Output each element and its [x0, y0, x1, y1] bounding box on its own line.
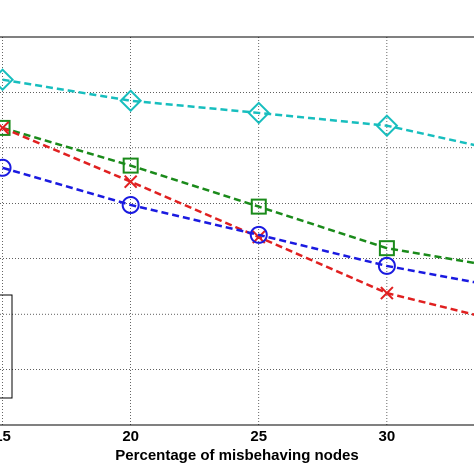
- x-tick-label: 30: [379, 428, 396, 445]
- marker: [121, 195, 140, 214]
- plot-frame: [0, 36, 474, 426]
- data-line: [2, 166, 474, 284]
- marker: [122, 157, 139, 174]
- data-line: [2, 78, 474, 147]
- marker: [0, 121, 10, 135]
- marker: [119, 89, 143, 113]
- data-line: [2, 126, 474, 265]
- x-axis-label: Percentage of misbehaving nodes: [115, 447, 358, 464]
- x-tick-label: 15: [0, 428, 11, 445]
- marker: [0, 119, 11, 136]
- x-tick-label: 20: [122, 428, 139, 445]
- marker: [0, 68, 14, 92]
- marker: [247, 101, 271, 125]
- marker: [378, 240, 395, 257]
- marker: [123, 174, 138, 189]
- marker: [0, 158, 12, 177]
- marker: [249, 225, 268, 244]
- marker: [377, 256, 396, 275]
- x-tick-label: 25: [250, 428, 267, 445]
- marker: [380, 286, 394, 300]
- legend-box: [0, 294, 13, 399]
- marker: [250, 198, 267, 215]
- marker: [375, 114, 399, 138]
- data-line: [2, 126, 474, 316]
